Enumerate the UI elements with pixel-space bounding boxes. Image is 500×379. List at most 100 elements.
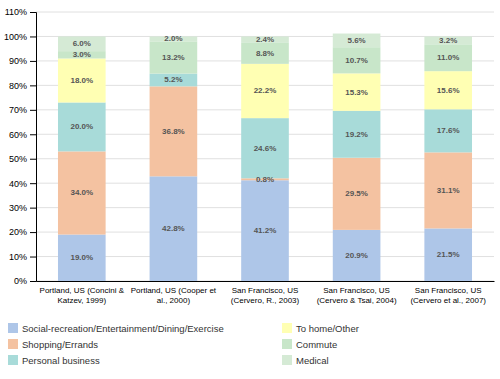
legend-swatch	[282, 339, 292, 349]
legend-label: Personal business	[22, 355, 100, 366]
data-label: 22.2%	[254, 86, 277, 95]
bar-segment	[150, 41, 198, 73]
data-label: 5.6%	[347, 36, 365, 45]
bar-segment	[333, 47, 381, 73]
tick-mark	[30, 134, 36, 135]
tick-mark	[30, 110, 36, 111]
grid-line	[36, 12, 494, 13]
series-bars	[58, 176, 472, 281]
tick-label-line: Katzev, 1999)	[57, 296, 106, 305]
tick-mark	[30, 208, 36, 209]
bar-segment	[58, 151, 106, 234]
tick-label-line: Portland, US (Concini &	[40, 286, 125, 295]
bar-segment	[58, 235, 106, 281]
tick: 10%	[9, 252, 36, 262]
bar-segment	[58, 58, 106, 102]
tick-label-line: (Cervero, R., 2003)	[231, 296, 300, 305]
bar-segment	[241, 42, 289, 64]
tick: 50%	[9, 154, 36, 164]
bar-segment	[333, 158, 381, 230]
tick: 0%	[14, 276, 36, 286]
tick-label: 30%	[9, 203, 27, 213]
data-label: 8.8%	[256, 49, 274, 58]
tick-label: Portland, US (Cooper etal., 2000)	[131, 286, 217, 305]
data-label: 15.6%	[437, 86, 460, 95]
bar-segment	[58, 36, 106, 51]
tick: Portland, US (Concini &Katzev, 1999)	[40, 286, 125, 305]
bar-segment	[58, 102, 106, 151]
tick: 80%	[9, 81, 36, 91]
tick-label-line: (Cervero et al., 2007)	[410, 296, 486, 305]
tick-label: Portland, US (Concini &Katzev, 1999)	[40, 286, 125, 305]
bar-segment	[424, 109, 472, 152]
bar-segment	[150, 86, 198, 176]
tick-label: 0%	[14, 276, 27, 286]
legend-item: Personal business	[8, 355, 100, 366]
legend-label: Medical	[296, 355, 329, 366]
tick-label: 20%	[9, 227, 27, 237]
bars	[58, 34, 472, 281]
bar-segment	[241, 180, 289, 281]
data-label: 6.0%	[73, 39, 91, 48]
tick-mark	[30, 12, 36, 13]
legend-swatch	[8, 323, 18, 333]
tick-label: 90%	[9, 56, 27, 66]
data-label: 2.4%	[256, 35, 274, 44]
tick-label: 50%	[9, 154, 27, 164]
grid	[36, 12, 494, 281]
bar-segment	[424, 36, 472, 44]
data-label: 3.2%	[439, 36, 457, 45]
legend-item: Medical	[282, 355, 329, 366]
data-label: 0.8%	[256, 175, 274, 184]
data-label: 13.2%	[162, 53, 185, 62]
tick-mark	[30, 183, 36, 184]
tick-label: 80%	[9, 81, 27, 91]
tick-label-line: (Cervero & Tsai, 2004)	[317, 296, 397, 305]
tick-label: San Francisco, US(Cervero & Tsai, 2004)	[317, 286, 397, 305]
tick-mark	[30, 36, 36, 37]
tick: 90%	[9, 56, 36, 66]
bar-segment	[150, 176, 198, 281]
tick-label-line: San Francisco, US	[415, 286, 482, 295]
data-label: 41.2%	[254, 226, 277, 235]
legend: Social-recreation/Entertainment/Dining/E…	[8, 323, 359, 366]
bar-segment	[333, 73, 381, 110]
data-label: 3.0%	[73, 50, 91, 59]
data-label: 19.0%	[70, 253, 93, 262]
tick-mark	[30, 159, 36, 160]
bar-segment	[241, 64, 289, 118]
bar-segment	[333, 230, 381, 281]
series-bars	[58, 74, 472, 179]
data-label: 11.0%	[437, 53, 459, 62]
tick: San Francisco, US(Cervero & Tsai, 2004)	[317, 286, 397, 305]
legend-label: Commute	[296, 339, 337, 350]
x-axis: Portland, US (Concini &Katzev, 1999)Port…	[37, 282, 495, 305]
tick: 100%	[4, 32, 36, 42]
tick: 60%	[9, 130, 36, 140]
bar-segment	[150, 74, 198, 87]
legend-item: Shopping/Errands	[8, 339, 98, 350]
chart-container: 19.0%42.8%41.2%20.9%21.5%34.0%36.8%0.8%2…	[0, 0, 500, 379]
legend-label: Social-recreation/Entertainment/Dining/E…	[22, 323, 224, 334]
tick: Portland, US (Cooper etal., 2000)	[131, 286, 217, 305]
tick-label: 100%	[4, 32, 27, 42]
tick-label-line: Portland, US (Cooper et	[131, 286, 217, 295]
tick-label: 40%	[9, 179, 27, 189]
tick: 70%	[9, 105, 36, 115]
tick-label: 60%	[9, 130, 27, 140]
data-label: 19.2%	[345, 130, 368, 139]
series-bars	[58, 41, 472, 73]
tick-mark	[30, 281, 36, 282]
bar-segment	[333, 34, 381, 48]
data-label: 29.5%	[345, 189, 368, 198]
chart-svg: 19.0%42.8%41.2%20.9%21.5%34.0%36.8%0.8%2…	[0, 0, 500, 379]
legend-swatch	[282, 355, 292, 365]
tick-mark	[30, 232, 36, 233]
tick-mark	[30, 85, 36, 86]
tick: 30%	[9, 203, 36, 213]
tick: San Francisco, US(Cervero, R., 2003)	[231, 286, 300, 305]
data-label: 34.0%	[70, 188, 93, 197]
axis-domain	[30, 13, 37, 282]
tick-mark	[30, 257, 36, 258]
data-label: 18.0%	[70, 76, 93, 85]
